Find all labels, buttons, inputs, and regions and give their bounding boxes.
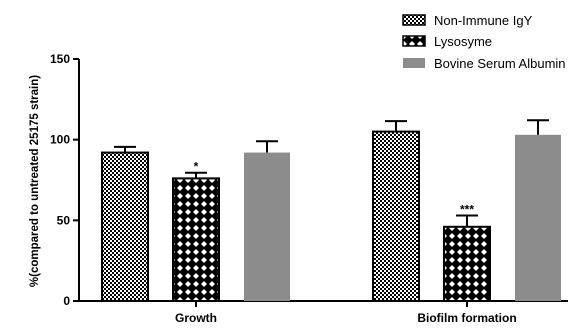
bar <box>515 134 561 301</box>
bar <box>172 177 220 303</box>
legend-label: Non-Immune IgY <box>434 13 533 28</box>
x-tick-label: Biofilm formation <box>417 311 516 325</box>
chart-axes: 0 50 100 150 Growth Biofilm formation <box>50 52 568 325</box>
legend-swatch <box>402 14 426 26</box>
bar <box>244 152 290 301</box>
bar <box>372 130 420 302</box>
legend-label: Bovine Serum Albumin <box>434 56 566 71</box>
y-tick-label: 50 <box>57 213 71 227</box>
y-tick-label: 0 <box>63 294 70 308</box>
legend-swatch <box>402 35 426 47</box>
y-axis-label: %(compared to untreated 25175 strain) <box>29 75 41 287</box>
legend-swatch <box>403 58 425 68</box>
y-tick-label: 150 <box>50 52 70 66</box>
bar <box>101 151 149 302</box>
significance-label: *** <box>460 202 474 216</box>
bar <box>443 225 491 302</box>
chart-bars: **** <box>101 119 561 303</box>
x-tick-label: Growth <box>175 311 217 325</box>
significance-label: * <box>194 160 199 174</box>
chart-legend: Non-Immune IgY Lysosyme Bovine Serum Album… <box>402 13 566 71</box>
y-tick-label: 100 <box>50 133 70 147</box>
legend-label: Lysosyme <box>434 34 492 49</box>
